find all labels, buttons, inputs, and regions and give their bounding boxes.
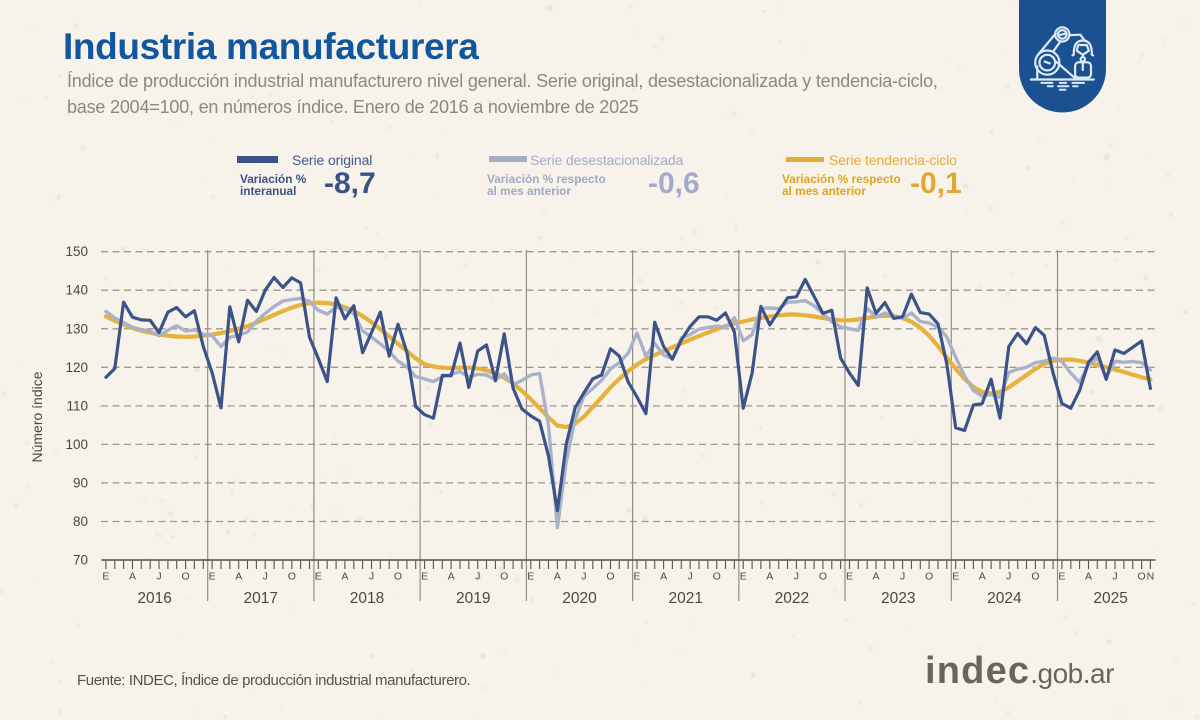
- svg-text:E: E: [421, 571, 428, 583]
- svg-text:O: O: [925, 571, 933, 583]
- svg-text:E: E: [952, 571, 959, 583]
- svg-text:A: A: [235, 571, 242, 583]
- svg-text:E: E: [1058, 571, 1065, 583]
- svg-text:E: E: [315, 571, 322, 583]
- svg-text:E: E: [740, 571, 747, 583]
- svg-text:A: A: [660, 571, 667, 583]
- svg-text:N: N: [1147, 571, 1155, 583]
- svg-text:J: J: [475, 571, 480, 583]
- svg-text:O: O: [1031, 571, 1039, 583]
- svg-text:J: J: [263, 571, 268, 583]
- svg-text:110: 110: [66, 398, 88, 413]
- svg-text:Número índice: Número índice: [29, 371, 45, 462]
- svg-text:O: O: [1138, 571, 1146, 583]
- svg-text:2023: 2023: [881, 590, 915, 607]
- svg-text:O: O: [182, 571, 190, 583]
- svg-text:A: A: [872, 571, 879, 583]
- svg-text:J: J: [900, 571, 905, 583]
- svg-text:J: J: [794, 571, 799, 583]
- svg-text:A: A: [448, 571, 455, 583]
- svg-text:O: O: [819, 571, 827, 583]
- svg-text:140: 140: [65, 283, 88, 298]
- svg-text:120: 120: [65, 360, 88, 375]
- svg-text:J: J: [156, 571, 161, 583]
- svg-text:E: E: [209, 571, 216, 583]
- svg-text:J: J: [687, 571, 692, 583]
- svg-text:2025: 2025: [1093, 590, 1127, 607]
- svg-text:A: A: [766, 571, 773, 583]
- svg-text:O: O: [288, 571, 296, 583]
- svg-text:100: 100: [65, 437, 88, 452]
- svg-text:2022: 2022: [775, 590, 809, 607]
- svg-text:E: E: [846, 571, 853, 583]
- svg-text:70: 70: [73, 553, 88, 568]
- svg-text:O: O: [394, 571, 402, 583]
- svg-text:A: A: [1085, 571, 1092, 583]
- svg-text:O: O: [606, 571, 614, 583]
- svg-text:J: J: [1112, 571, 1117, 583]
- svg-text:130: 130: [65, 321, 88, 336]
- svg-text:150: 150: [65, 244, 88, 259]
- svg-text:2017: 2017: [244, 590, 278, 607]
- svg-text:E: E: [102, 571, 109, 583]
- svg-text:O: O: [713, 571, 721, 583]
- svg-text:2018: 2018: [350, 590, 384, 607]
- svg-text:E: E: [633, 571, 640, 583]
- svg-text:A: A: [554, 571, 561, 583]
- svg-text:J: J: [1006, 571, 1011, 583]
- svg-text:J: J: [369, 571, 374, 583]
- svg-text:J: J: [581, 571, 586, 583]
- svg-text:2016: 2016: [137, 590, 171, 607]
- svg-text:80: 80: [73, 514, 88, 529]
- svg-text:2020: 2020: [562, 590, 597, 607]
- svg-text:90: 90: [73, 475, 88, 490]
- svg-text:2024: 2024: [987, 590, 1022, 607]
- svg-text:A: A: [129, 571, 136, 583]
- svg-text:2021: 2021: [668, 590, 702, 607]
- svg-text:2019: 2019: [456, 590, 490, 607]
- svg-text:A: A: [979, 571, 986, 583]
- svg-text:O: O: [500, 571, 508, 583]
- svg-text:E: E: [527, 571, 534, 583]
- svg-text:A: A: [341, 571, 348, 583]
